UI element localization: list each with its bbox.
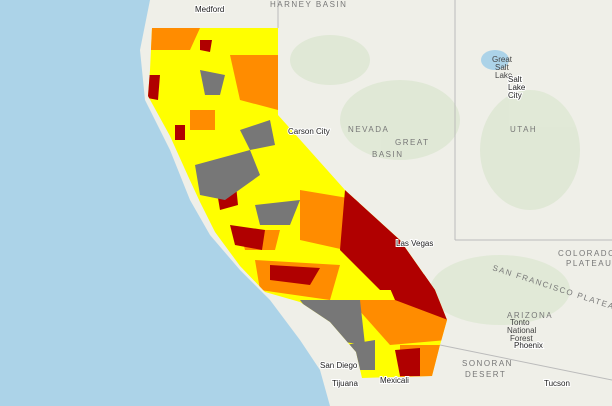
map-label: COLORADO bbox=[558, 249, 612, 258]
map-label: DESERT bbox=[465, 370, 506, 379]
map-label: Tucson bbox=[544, 379, 570, 388]
map-label: Lake bbox=[495, 71, 513, 80]
map-label: Phoenix bbox=[514, 341, 543, 350]
map-label: Salt bbox=[508, 75, 523, 84]
map-label: BASIN bbox=[372, 150, 404, 159]
map-label: Lake bbox=[508, 83, 526, 92]
map-label: SONORAN bbox=[462, 359, 513, 368]
map-label: Salt bbox=[495, 63, 510, 72]
terrain bbox=[290, 35, 580, 325]
map-label: NEVADA bbox=[348, 125, 389, 134]
state-borders bbox=[277, 0, 612, 381]
map-label: Tonto bbox=[510, 318, 530, 327]
map-label: National bbox=[507, 326, 537, 335]
map-label: HARNEY BASIN bbox=[270, 0, 347, 9]
map-label: Mexicali bbox=[380, 376, 409, 385]
map-label: Medford bbox=[195, 5, 224, 14]
map-label: Las Vegas bbox=[396, 239, 433, 248]
map-label: Carson City bbox=[288, 127, 330, 136]
map-label: ARIZONA bbox=[507, 311, 553, 320]
map-label: Great bbox=[492, 55, 513, 64]
map-label: San Diego bbox=[320, 361, 358, 370]
map-label: UTAH bbox=[510, 125, 537, 134]
map-label: GREAT bbox=[395, 138, 429, 147]
map-label: Forest bbox=[510, 334, 533, 343]
map-label: PLATEAU bbox=[566, 259, 612, 268]
map-label: Tijuana bbox=[332, 379, 358, 388]
map-label: City bbox=[508, 91, 522, 100]
salt-lake bbox=[481, 50, 509, 70]
